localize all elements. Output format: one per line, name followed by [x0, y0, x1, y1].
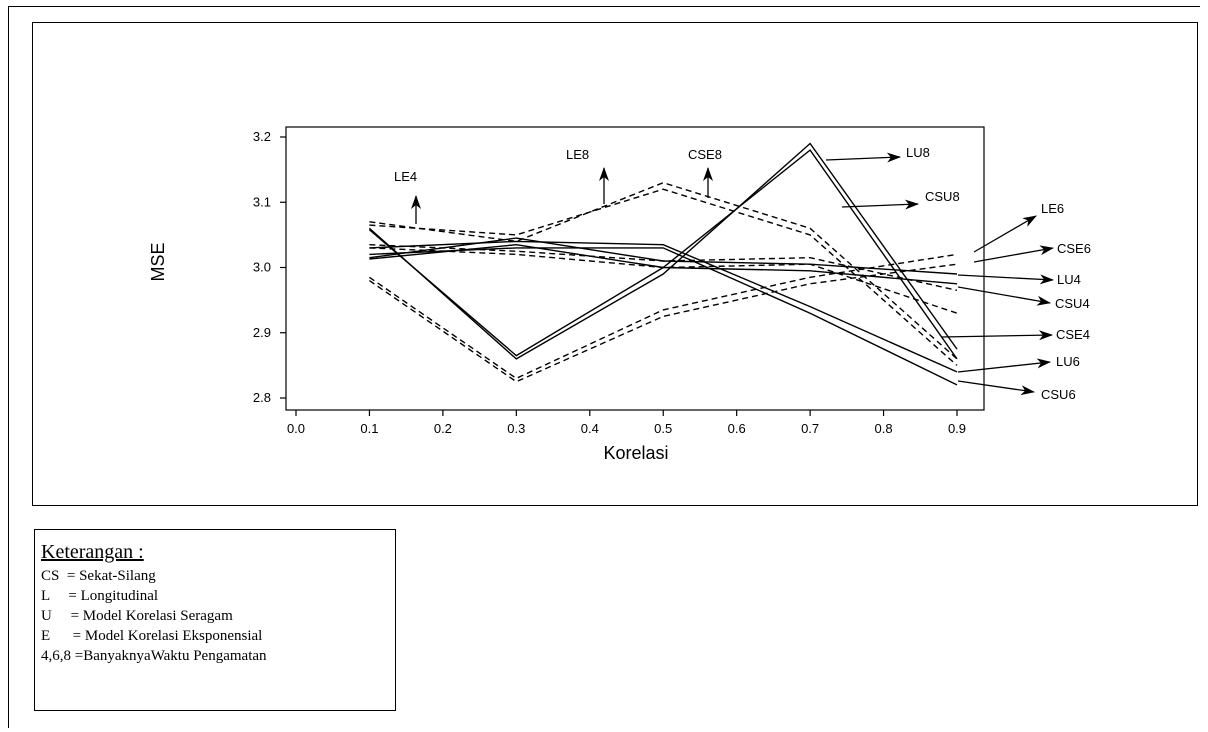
x-tick-label: 0.2	[434, 421, 452, 436]
x-tick-label: 0.0	[287, 421, 305, 436]
legend-item-key: 4,6,8	[41, 648, 75, 664]
annotation-arrow-lu8	[825, 152, 901, 163]
legend-item: L = Longitudinal	[41, 586, 395, 606]
annotation-arrow-csu6	[957, 380, 1035, 396]
x-tick-label: 0.9	[948, 421, 966, 436]
y-tick-label: 3.1	[253, 194, 271, 209]
series-line-csu6	[369, 247, 958, 386]
series-line-cse4	[369, 247, 958, 314]
x-axis-label: Korelasi	[603, 443, 668, 463]
series-line-le6	[369, 253, 958, 380]
legend-item-desc: = Longitudinal	[68, 588, 159, 604]
legend-item-key: E	[41, 628, 73, 644]
y-tick-label: 3.2	[253, 129, 271, 144]
y-axis-label: MSE	[148, 242, 168, 281]
x-tick-label: 0.7	[801, 421, 819, 436]
legend-item: 4,6,8 =BanyaknyaWaktu Pengamatan	[41, 646, 395, 666]
y-tick-label: 3.0	[253, 260, 271, 275]
legend-item-desc: = Model Korelasi Seragam	[70, 608, 233, 624]
annotation-label-cse4: CSE4	[1056, 327, 1090, 342]
page-frame	[8, 6, 1200, 728]
annotation-label-lu6: LU6	[1056, 354, 1080, 369]
annotation-label-le6: LE6	[1041, 201, 1064, 216]
legend-item-key: CS	[41, 568, 67, 584]
annotation-label-le4: LE4	[394, 169, 417, 184]
x-tick-label: 0.4	[581, 421, 599, 436]
series-line-le8	[369, 181, 958, 360]
annotation-arrow-csu4	[957, 286, 1051, 306]
annotation-label-csu4: CSU4	[1055, 296, 1090, 311]
annotation-arrow-lu6	[957, 358, 1051, 373]
annotation-label-csu8: CSU8	[925, 189, 960, 204]
y-tick-label: 2.9	[253, 325, 271, 340]
x-tick-label: 0.3	[507, 421, 525, 436]
legend-title: Keterangan :	[41, 541, 144, 563]
legend-item-desc: = Model Korelasi Eksponensial	[72, 628, 263, 644]
series-line-le4	[369, 244, 958, 291]
annotation-arrow-lu4	[957, 274, 1054, 285]
annotation-label-le8: LE8	[566, 147, 589, 162]
legend-box: Keterangan : CS = Sekat-Silang L = Longit…	[34, 529, 396, 711]
x-tick-label: 0.8	[875, 421, 893, 436]
annotation-label-csu6: CSU6	[1041, 387, 1076, 402]
chart-frame	[32, 22, 1198, 506]
y-tick-label: 2.8	[253, 390, 271, 405]
x-tick-label: 0.6	[728, 421, 746, 436]
legend-item: U = Model Korelasi Seragam	[41, 606, 395, 626]
annotation-label-lu4: LU4	[1057, 272, 1081, 287]
series-line-csu8	[368, 149, 958, 360]
legend-item-key: U	[41, 608, 71, 624]
series-line-cse8	[369, 188, 958, 366]
legend-item: E = Model Korelasi Eksponensial	[41, 626, 395, 646]
annotation-label-cse8: CSE8	[688, 147, 722, 162]
legend-item-key: L	[41, 588, 69, 604]
annotation-arrow-cse6	[973, 245, 1054, 263]
series-line-lu8	[368, 142, 958, 360]
series-line-lu6	[369, 240, 958, 373]
plot-area	[285, 126, 985, 411]
legend-item-desc: =BanyaknyaWaktu Pengamatan	[74, 648, 267, 664]
legend-item-desc: = Sekat-Silang	[66, 568, 156, 584]
annotation-arrow-cse4	[941, 330, 1053, 341]
x-tick-label: 0.5	[654, 421, 672, 436]
annotation-arrow-le6	[973, 215, 1037, 253]
series-line-cse6	[369, 263, 958, 383]
annotation-label-lu8: LU8	[906, 145, 930, 160]
x-tick-label: 0.1	[360, 421, 378, 436]
annotation-label-cse6: CSE6	[1057, 241, 1091, 256]
legend-item: CS = Sekat-Silang	[41, 566, 395, 586]
annotation-arrow-csu8	[841, 199, 919, 210]
